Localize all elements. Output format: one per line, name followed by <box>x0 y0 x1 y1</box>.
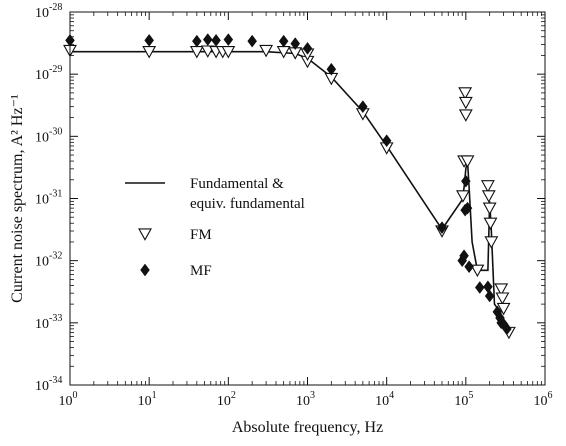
mf-point <box>461 174 471 188</box>
x-tick-label: 105 <box>454 390 473 409</box>
mf-point <box>484 289 495 303</box>
legend-label: MF <box>190 263 212 279</box>
mf-point <box>358 100 368 114</box>
series-mf-points <box>65 33 512 336</box>
mf-point <box>483 280 493 294</box>
x-tick-label: 104 <box>375 390 394 409</box>
legend-label: equiv. fundamental <box>190 196 305 212</box>
mf-point <box>290 37 301 51</box>
x-tick-label: 102 <box>217 390 236 409</box>
mf-point <box>302 41 313 55</box>
fm-point <box>480 180 495 193</box>
mf-point <box>278 34 289 48</box>
fm-point <box>494 283 509 296</box>
plot-frame <box>69 11 546 386</box>
legend-mf-swatch <box>140 263 150 277</box>
axis-ticks: 100 101 102 103 104 105 106 10-28 10-29 10-30 10-3… <box>35 2 553 409</box>
y-axis-label: Current noise spectrum, A² Hz⁻¹ <box>9 94 26 303</box>
fm-point <box>458 96 473 110</box>
fm-point <box>483 217 498 231</box>
fm-point <box>482 202 497 215</box>
legend: Fundamental & equiv. fundamental FM MF <box>125 176 305 279</box>
fm-point <box>458 87 473 100</box>
y-tick-label: 10-32 <box>35 251 62 270</box>
mf-point <box>381 134 392 148</box>
fm-point <box>470 264 485 278</box>
legend-fm-swatch <box>138 228 152 241</box>
fm-point <box>460 155 475 168</box>
fm-point <box>458 109 473 122</box>
fm-point <box>259 44 274 58</box>
fm-point <box>484 236 499 249</box>
x-tick-label: 101 <box>138 390 157 409</box>
mf-point <box>459 249 469 263</box>
mf-point <box>211 33 221 47</box>
y-tick-label: 10-28 <box>35 2 62 21</box>
y-tick-label: 10-34 <box>35 375 62 394</box>
x-tick-label: 100 <box>59 390 78 409</box>
mf-point <box>192 34 202 48</box>
fundamental-line <box>70 50 510 333</box>
fm-point <box>495 292 510 305</box>
legend-item: Fundamental & equiv. fundamental <box>125 176 305 212</box>
fm-point <box>481 190 496 203</box>
mf-point <box>202 33 213 46</box>
legend-item: FM <box>138 227 212 243</box>
mf-point <box>223 33 234 46</box>
legend-label: FM <box>190 227 212 243</box>
x-tick-label: 106 <box>534 390 553 409</box>
mf-point <box>326 62 337 76</box>
y-tick-label: 10-33 <box>35 313 62 332</box>
fm-point <box>456 190 470 203</box>
x-axis-label: Absolute frequency, Hz <box>232 419 383 436</box>
x-tick-label: 103 <box>296 390 315 409</box>
mf-point <box>247 34 257 48</box>
y-tick-label: 10-30 <box>35 126 62 145</box>
legend-label: Fundamental & <box>190 176 284 192</box>
fm-point <box>496 302 511 316</box>
mf-point <box>462 201 473 215</box>
mf-point <box>437 221 447 235</box>
plot-data <box>63 33 516 340</box>
mf-point <box>474 281 485 294</box>
fm-point <box>221 46 236 59</box>
mf-point <box>464 260 474 274</box>
mf-point <box>502 322 512 336</box>
y-tick-label: 10-29 <box>35 64 62 83</box>
mf-point <box>144 33 154 47</box>
series-0 <box>70 50 510 333</box>
series-fm-points <box>63 44 516 340</box>
legend-item: MF <box>140 263 212 279</box>
y-tick-label: 10-31 <box>35 189 62 208</box>
